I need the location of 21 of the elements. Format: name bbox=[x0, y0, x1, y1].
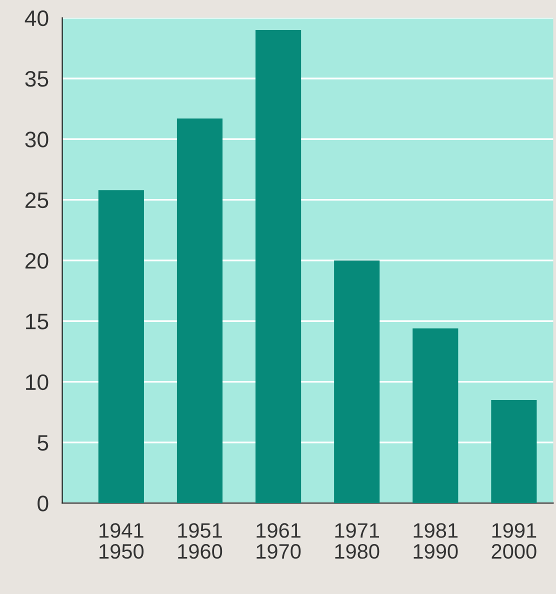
x-tick-label: 1971 1980 bbox=[335, 523, 380, 559]
x-tick-label: 1991 2000 bbox=[492, 523, 536, 559]
y-tick-label: 35 bbox=[25, 71, 48, 87]
bar bbox=[491, 400, 537, 504]
y-tick-label: 10 bbox=[26, 374, 48, 390]
bar bbox=[98, 190, 144, 504]
x-tick-label: 1941 1950 bbox=[100, 523, 144, 559]
y-tick-label: 0 bbox=[38, 496, 48, 512]
x-tick-label: 1961 1970 bbox=[256, 523, 301, 559]
bar bbox=[256, 30, 302, 504]
y-tick-label: 30 bbox=[25, 132, 48, 148]
y-tick-label: 15 bbox=[26, 314, 48, 330]
bar bbox=[334, 260, 380, 504]
y-tick-label: 25 bbox=[25, 192, 48, 208]
x-tick-label: 1981 1990 bbox=[414, 523, 458, 559]
bar bbox=[176, 118, 223, 504]
y-tick-label: 5 bbox=[38, 435, 48, 451]
bar bbox=[412, 328, 458, 504]
x-tick-label: 1951 1960 bbox=[178, 523, 222, 559]
y-tick-label: 40 bbox=[24, 10, 48, 26]
y-tick-label: 20 bbox=[25, 253, 48, 269]
